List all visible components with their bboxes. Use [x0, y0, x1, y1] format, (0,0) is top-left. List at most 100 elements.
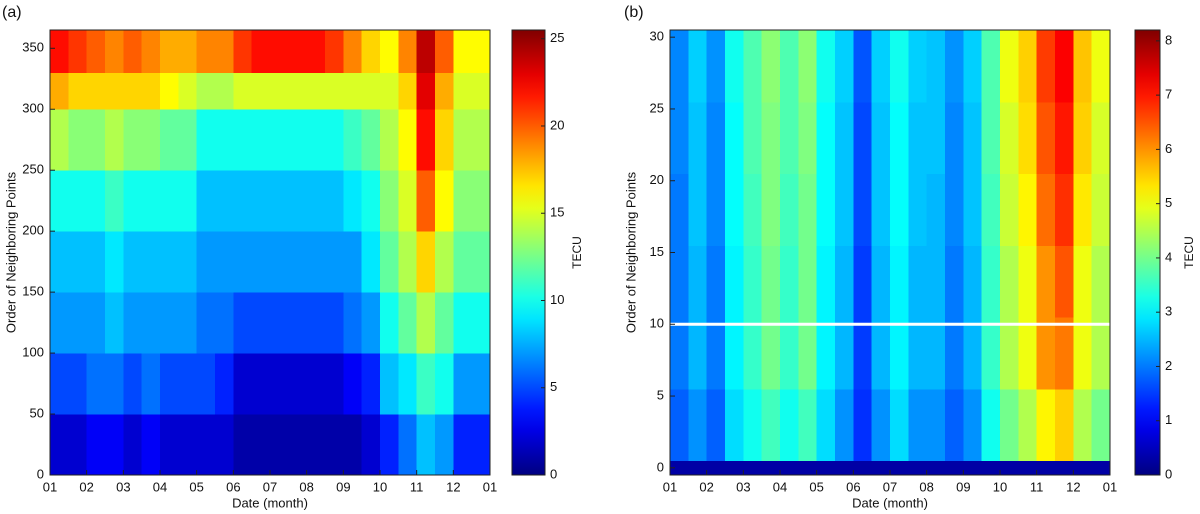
heat-cell: [688, 460, 708, 476]
heat-cell: [725, 173, 744, 246]
heat-cell: [871, 460, 891, 476]
heat-cell: [123, 30, 143, 74]
heat-cell: [160, 72, 179, 110]
heat-cell: [835, 388, 854, 462]
heat-cell: [50, 30, 69, 74]
heat-cell: [288, 414, 308, 476]
heat-cell: [670, 101, 689, 175]
heat-cell: [196, 72, 216, 110]
heat-cell: [178, 414, 198, 476]
heat-cell: [890, 245, 909, 318]
y-tick-label: 50: [30, 405, 44, 420]
heat-cell: [178, 231, 198, 293]
colorbar-tick-label: 8: [1165, 32, 1172, 47]
heat-cell: [1055, 30, 1074, 103]
heat-cell: [471, 292, 491, 354]
heat-cell: [1091, 173, 1111, 246]
heat-cell: [853, 388, 873, 462]
heat-cell: [798, 101, 818, 175]
heat-cell: [798, 317, 818, 390]
heat-cell: [1036, 245, 1056, 318]
heat-cell: [1000, 101, 1019, 175]
heat-cell: [890, 460, 909, 476]
heat-cell: [706, 245, 726, 318]
heat-cell: [926, 460, 946, 476]
heat-cell: [853, 30, 873, 103]
heat-cell: [416, 109, 436, 171]
x-tick-label: 11: [1030, 479, 1044, 494]
heat-cell: [853, 101, 873, 175]
heat-cell: [270, 72, 289, 110]
heat-cell: [343, 231, 363, 293]
heat-cell: [178, 353, 198, 415]
heat-cell: [215, 30, 234, 74]
heat-cell: [1036, 173, 1056, 246]
heat-cell: [288, 72, 308, 110]
heat-cell: [688, 30, 708, 103]
heat-cell: [160, 30, 179, 74]
heat-cell: [761, 173, 781, 246]
heat-cell: [68, 109, 88, 171]
heat-cell: [251, 353, 271, 415]
heat-cell: [890, 388, 909, 462]
heat-cell: [68, 30, 88, 74]
heat-cell: [435, 109, 454, 171]
y-tick-label: 350: [22, 40, 44, 55]
heat-cell: [1055, 101, 1074, 175]
x-tick-label: 03: [736, 479, 750, 494]
y-tick-label: 300: [22, 101, 44, 116]
heat-cell: [288, 170, 308, 232]
heat-cell: [380, 30, 399, 74]
heat-cell: [1036, 101, 1056, 175]
heat-cell: [50, 292, 69, 354]
heat-cell: [981, 30, 1001, 103]
heat-cell: [798, 388, 818, 462]
heat-cell: [306, 30, 326, 74]
heat-cell: [123, 414, 143, 476]
heat-cell: [123, 231, 143, 293]
heat-cell: [361, 170, 381, 232]
heat-cell: [1091, 30, 1111, 103]
heat-cell: [835, 460, 854, 476]
heat-cell: [963, 317, 983, 390]
heat-cell: [816, 317, 836, 390]
heat-cell: [306, 109, 326, 171]
heat-cell: [325, 231, 344, 293]
x-tick-label: 06: [846, 479, 860, 494]
heat-cell: [416, 353, 436, 415]
heat-cell: [1073, 388, 1093, 462]
heat-cell: [416, 72, 436, 110]
y-tick-label: 100: [22, 345, 44, 360]
heat-cell: [1018, 245, 1038, 318]
heat-cell: [1036, 317, 1056, 390]
heat-cell: [380, 72, 399, 110]
heat-cell: [141, 414, 161, 476]
heat-cell: [725, 388, 744, 462]
heat-cell: [688, 388, 708, 462]
heat-cell: [871, 30, 891, 103]
heat-cell: [325, 72, 344, 110]
heat-cell: [86, 72, 106, 110]
heat-cell: [233, 292, 253, 354]
heat-cell: [160, 231, 179, 293]
heat-cell: [1073, 317, 1093, 390]
heat-cell: [215, 353, 234, 415]
x-tick-label: 01: [43, 479, 57, 494]
heat-cell: [306, 353, 326, 415]
heat-cell: [196, 231, 216, 293]
heat-cell: [398, 353, 418, 415]
x-tick-label: 01: [1103, 479, 1117, 494]
heat-cell: [288, 292, 308, 354]
heat-cell: [871, 388, 891, 462]
x-tick-label: 12: [446, 479, 460, 494]
colorbar-tick-label: 7: [1165, 87, 1172, 102]
heat-cell: [1018, 101, 1038, 175]
heat-cell: [706, 388, 726, 462]
heat-cell: [105, 414, 124, 476]
heat-cell: [926, 101, 946, 175]
heat-cell: [86, 414, 106, 476]
heat-cell: [761, 245, 781, 318]
heat-cell: [233, 109, 253, 171]
heat-cell: [1000, 388, 1019, 462]
heat-cell: [871, 317, 891, 390]
